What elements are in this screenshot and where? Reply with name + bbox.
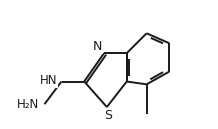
Text: H₂N: H₂N: [17, 98, 39, 111]
Text: HN: HN: [40, 74, 57, 87]
Text: S: S: [104, 109, 112, 122]
Text: N: N: [93, 40, 102, 53]
